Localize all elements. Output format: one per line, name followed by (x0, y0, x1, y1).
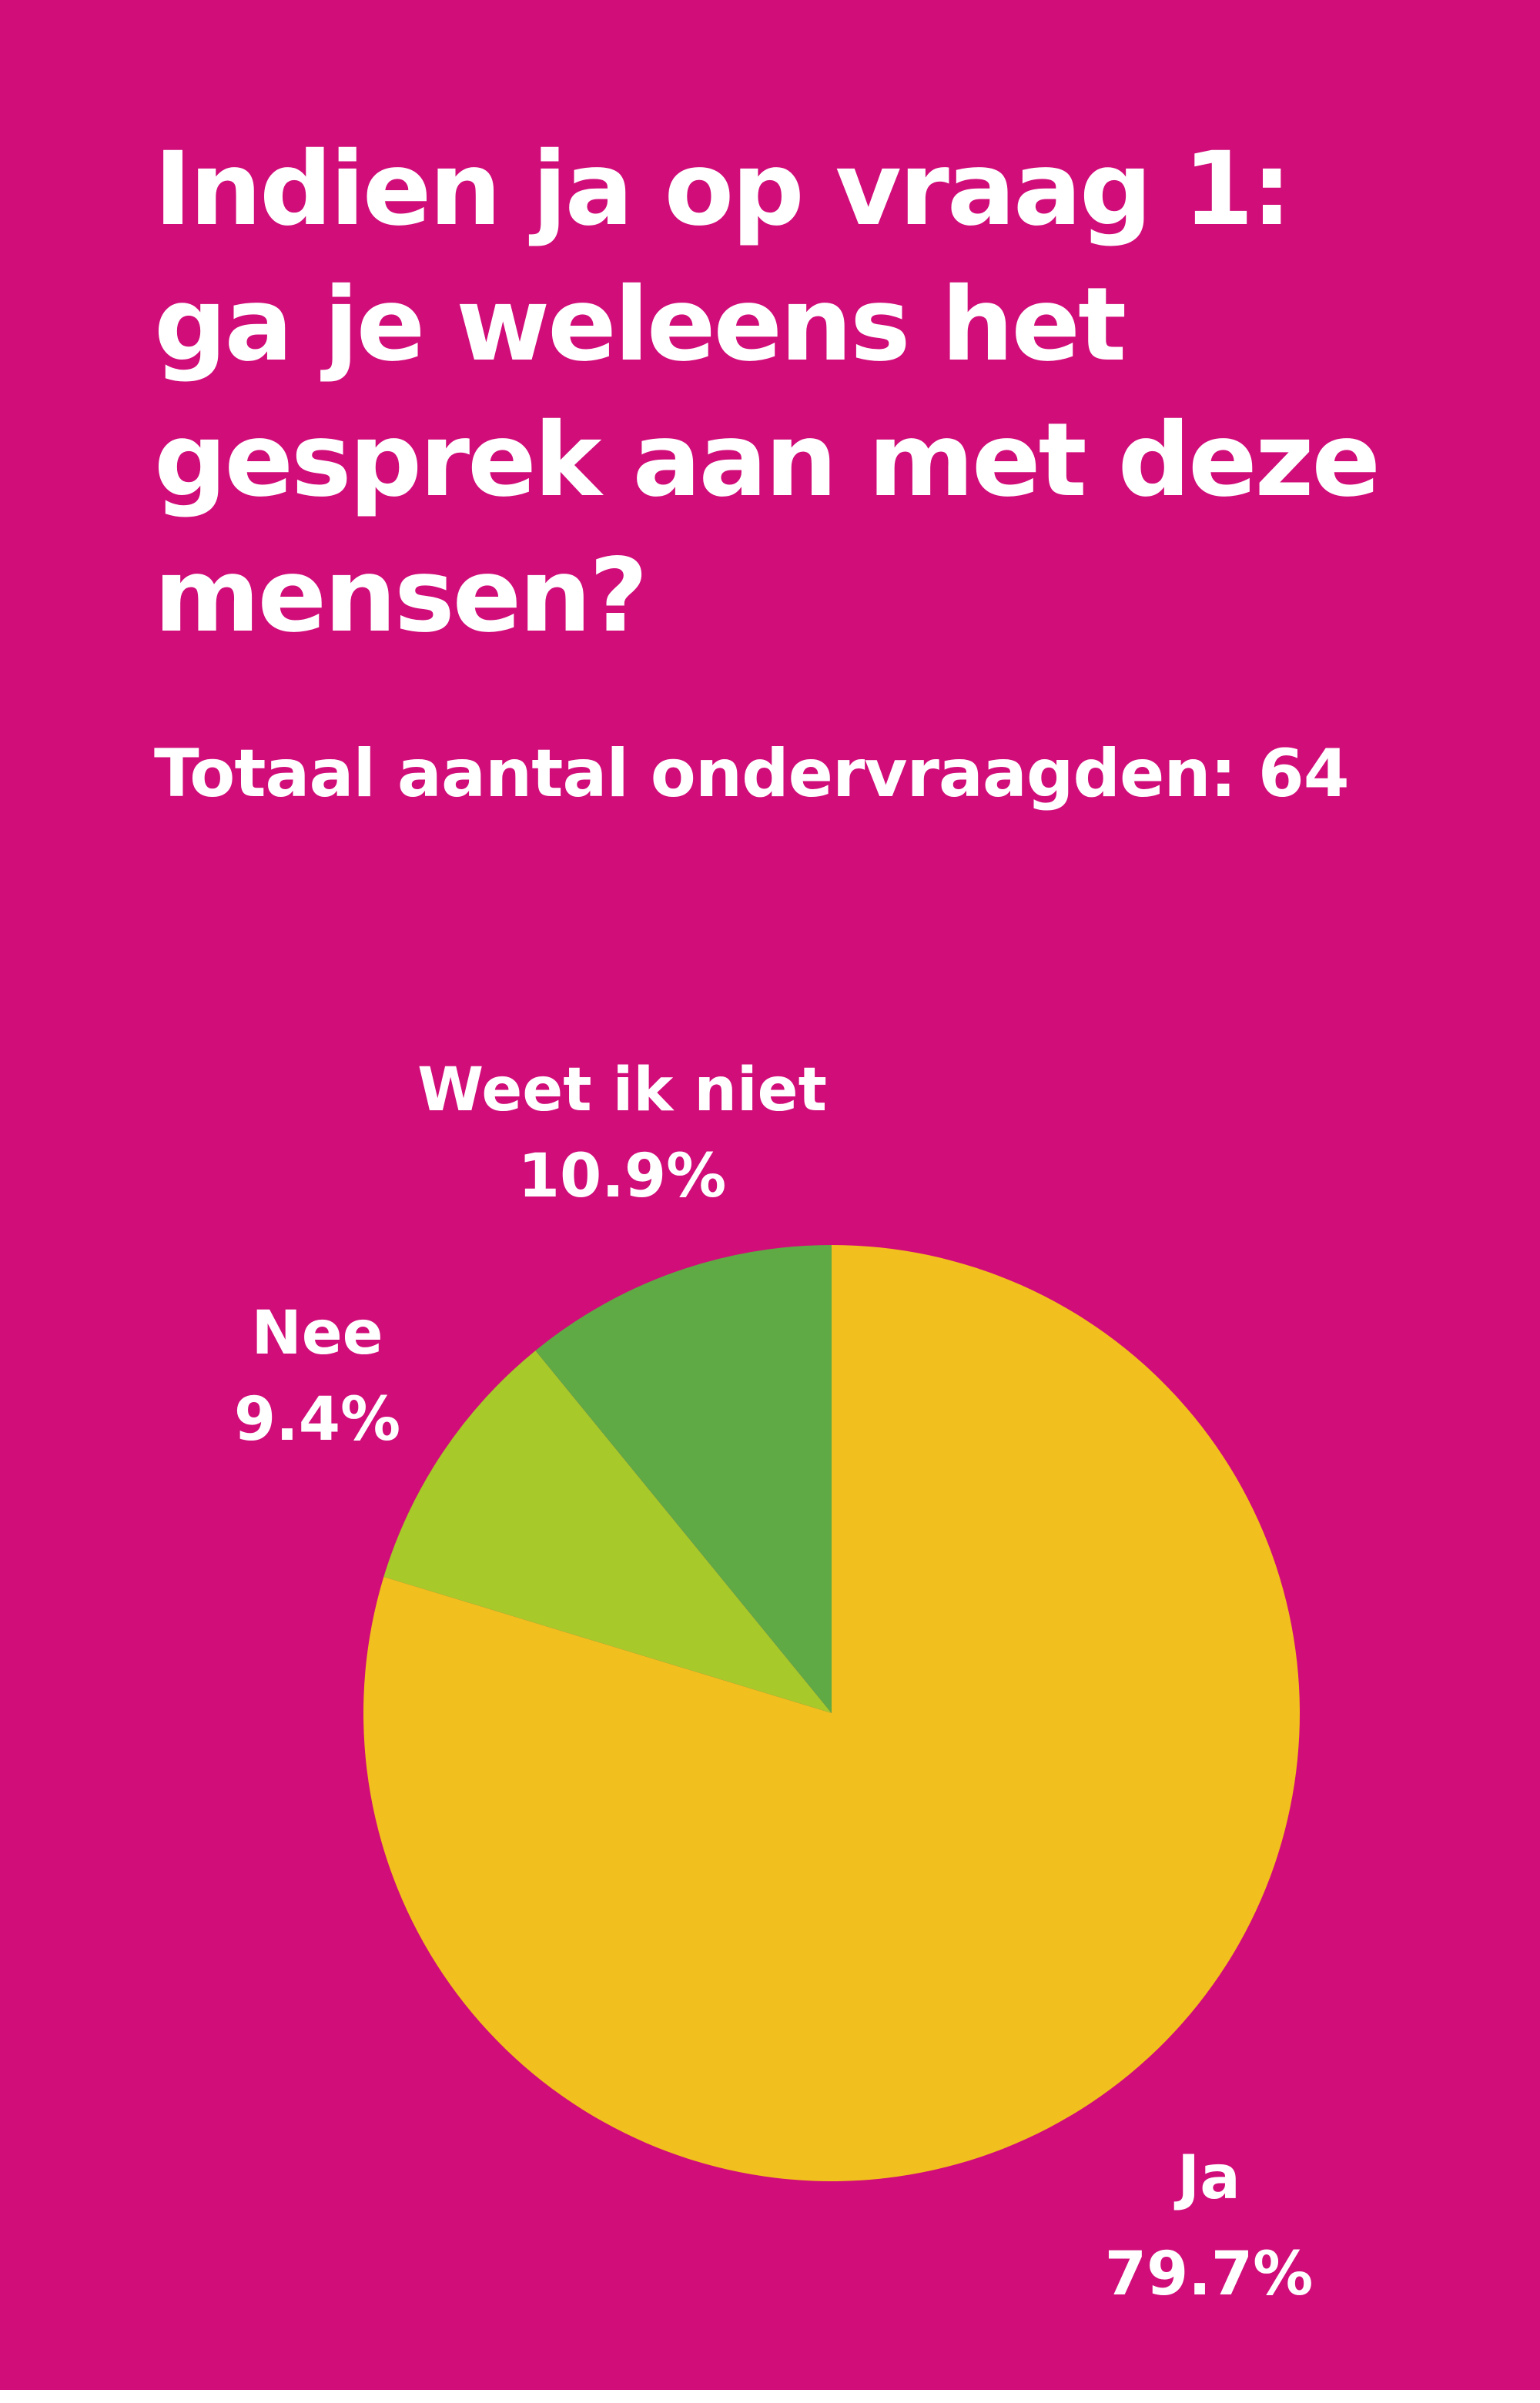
slice-value-ja: 79.7% (1105, 2240, 1314, 2309)
respondent-count: Totaal aantal ondervraagden: 64 (154, 735, 1350, 812)
pie-slice-nee (383, 1350, 832, 1713)
slice-label-ja: Ja (1173, 2144, 1240, 2213)
pie-slices (363, 1245, 1301, 2182)
pie-slice-ja (363, 1245, 1301, 2182)
slice-value-nee: 9.4% (234, 1385, 400, 1454)
slice-value-weet-ik-niet: 10.9% (518, 1142, 727, 1211)
slice-label-weet-ik-niet: Weet ik niet (417, 1056, 827, 1125)
page-title: Indien ja op vraag 1: ga je weleens het … (154, 130, 1381, 655)
pie-slice-weet-ik-niet (535, 1245, 832, 1713)
slice-label-nee: Nee (251, 1299, 383, 1368)
pie-labels: Ja 79.7% Nee 9.4% Weet ik niet 10.9% (234, 1056, 1313, 2309)
